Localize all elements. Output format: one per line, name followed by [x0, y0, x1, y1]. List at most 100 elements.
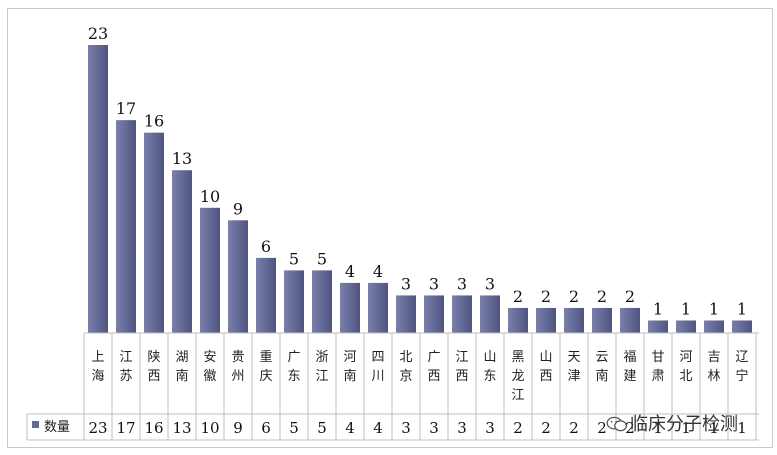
- data-label: 2: [569, 287, 579, 306]
- bar: [172, 170, 192, 333]
- table-value: 13: [172, 419, 191, 437]
- data-label: 2: [625, 287, 635, 306]
- bars-group: [88, 45, 752, 333]
- category-label: 山西: [539, 350, 552, 384]
- data-label: 17: [116, 99, 136, 118]
- category-label: 浙江: [315, 350, 328, 384]
- bar: [144, 132, 164, 333]
- category-label: 重庆: [259, 349, 272, 384]
- category-label: 安徽: [203, 350, 216, 384]
- table-value: 1: [681, 419, 691, 437]
- bar: [340, 282, 360, 333]
- legend-label: 数量: [44, 420, 70, 435]
- table-value: 3: [485, 419, 495, 437]
- table-value: 1: [709, 419, 719, 437]
- data-label: 10: [200, 187, 220, 206]
- bar: [396, 295, 416, 333]
- table-value: 4: [345, 419, 355, 437]
- bar: [480, 295, 500, 333]
- table-value: 5: [317, 419, 327, 437]
- table-value: 23: [88, 419, 107, 437]
- category-label: 四川: [371, 350, 384, 384]
- data-label: 13: [172, 149, 192, 168]
- category-label: 甘肃: [651, 350, 664, 384]
- data-label: 6: [261, 237, 271, 256]
- table-value: 1: [737, 419, 747, 437]
- watermark-text: 临床分子检测: [630, 414, 738, 435]
- bar: [368, 282, 388, 333]
- category-label: 陕西: [147, 350, 160, 384]
- category-label: 上海: [91, 350, 104, 384]
- data-label: 3: [401, 274, 411, 293]
- watermark: 临床分子检测: [606, 410, 738, 436]
- table-value: 17: [116, 419, 135, 437]
- table-value: 4: [373, 419, 383, 437]
- data-label: 2: [513, 287, 523, 306]
- data-label: 4: [373, 262, 383, 281]
- data-label: 9: [233, 199, 243, 218]
- table-value: 2: [625, 419, 635, 437]
- table-value: 10: [200, 419, 219, 437]
- data-label: 5: [289, 249, 299, 268]
- bar: [620, 307, 640, 333]
- category-label: 河北: [679, 350, 692, 384]
- category-label: 辽宁: [735, 350, 748, 384]
- bar: [704, 320, 724, 333]
- bar: [424, 295, 444, 333]
- table-value: 3: [401, 419, 411, 437]
- table-value: 2: [597, 419, 607, 437]
- data-label: 2: [541, 287, 551, 306]
- data-label: 1: [709, 299, 719, 318]
- bar: [200, 207, 220, 333]
- table-value: 2: [513, 419, 523, 437]
- bar: [312, 270, 332, 333]
- data-label: 3: [485, 274, 495, 293]
- category-label: 贵州: [231, 350, 244, 384]
- category-label: 江苏: [119, 350, 132, 384]
- table-value: 6: [261, 419, 271, 437]
- category-label: 北京: [399, 350, 412, 384]
- data-label: 3: [429, 274, 439, 293]
- bar: [648, 320, 668, 333]
- bar: [564, 307, 584, 333]
- table-value: 9: [233, 419, 243, 437]
- table-value: 1: [653, 419, 663, 437]
- data-label: 5: [317, 249, 327, 268]
- category-label: 天津: [567, 350, 580, 384]
- bar: [88, 45, 108, 333]
- category-label: 湖南: [175, 350, 188, 384]
- table-value: 5: [289, 419, 299, 437]
- bar: [732, 320, 752, 333]
- category-label: 广西: [427, 350, 440, 384]
- data-label: 1: [681, 299, 691, 318]
- table-value: 3: [429, 419, 439, 437]
- bar: [284, 270, 304, 333]
- category-label: 福建: [623, 350, 636, 384]
- bar: [592, 307, 612, 333]
- legend-swatch: [32, 421, 39, 428]
- category-label: 黑龙江: [511, 350, 524, 403]
- category-label: 山东: [483, 350, 496, 384]
- bar: [508, 307, 528, 333]
- table-value: 16: [144, 419, 163, 437]
- data-label: 4: [345, 262, 355, 281]
- data-label: 16: [144, 112, 164, 131]
- table-value: 3: [457, 419, 467, 437]
- category-label: 云南: [595, 350, 608, 384]
- category-label: 河南: [343, 350, 356, 384]
- data-label: 1: [737, 299, 747, 318]
- bar: [228, 220, 248, 333]
- data-label: 3: [457, 274, 467, 293]
- category-label: 广东: [287, 350, 300, 384]
- wechat-icon: [606, 416, 627, 432]
- bar: [256, 257, 276, 333]
- bar: [116, 120, 136, 333]
- category-label: 吉林: [707, 350, 720, 384]
- bar: [676, 320, 696, 333]
- table-value: 2: [569, 419, 579, 437]
- bar: [452, 295, 472, 333]
- category-label: 江西: [455, 350, 468, 384]
